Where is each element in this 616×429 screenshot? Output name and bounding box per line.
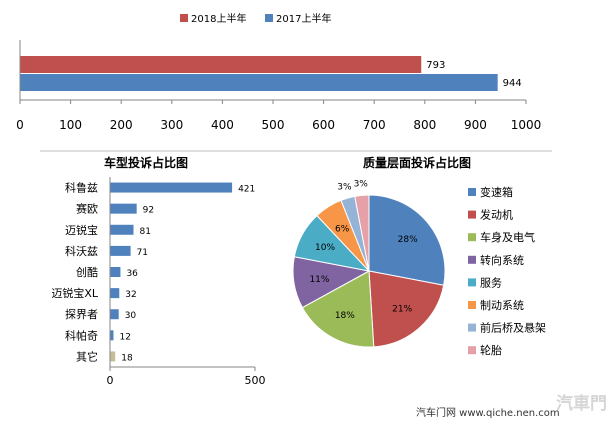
pie-legend-swatch-5 [468, 301, 476, 309]
pie-legend-swatch-3 [468, 255, 476, 264]
car-bar-2 [110, 224, 134, 235]
pie-legend-label-2: 车身及电气 [480, 230, 535, 244]
car-bar-value-6: 30 [125, 311, 137, 321]
car-x-tick-label-0: 0 [107, 374, 114, 387]
car-bar-value-4: 36 [126, 269, 138, 279]
car-chart-title: 车型投诉占比图 [104, 155, 188, 170]
legend-label-0: 2018上半年 [191, 12, 246, 25]
watermark-site-text: 汽车门网 www.qiche.nen.com [416, 408, 560, 419]
x-tick-label-0: 0 [16, 118, 24, 132]
pie-legend-label-4: 服务 [480, 276, 502, 289]
x-tick-label-3: 300 [160, 118, 183, 132]
pie-slice-label-5: 6% [335, 225, 350, 235]
car-bar-value-0: 421 [238, 185, 255, 195]
pie-slice-label-7: 3% [354, 179, 369, 189]
pie-legend-swatch-6 [468, 323, 476, 332]
pie-slice-0 [368, 194, 446, 286]
pie-legend-label-0: 变速箱 [480, 185, 513, 199]
car-category-label-0: 科鲁兹 [65, 181, 98, 195]
car-bar-1 [110, 203, 137, 214]
car-bar-3 [110, 245, 131, 256]
x-tick-label-5: 500 [262, 118, 285, 132]
pie-slice-label-3: 11% [309, 275, 329, 285]
top-bar-chart: 2018上半年 2017上半年 793 944 0 100 200 300 400 500 600 7… [16, 12, 541, 132]
x-tick-label-2: 200 [110, 118, 133, 132]
pie-legend-swatch-7 [468, 346, 476, 355]
watermark-logo: 汽車門 [556, 394, 607, 414]
car-bar-7 [110, 330, 114, 341]
car-category-label-8: 其它 [76, 349, 98, 363]
legend-swatch-0 [180, 14, 188, 22]
car-category-label-2: 迈锐宝 [65, 223, 98, 237]
pie-legend-label-1: 发动机 [480, 208, 513, 222]
car-bar-0 [110, 182, 233, 193]
car-bar-value-3: 71 [137, 248, 148, 258]
legend-swatch-1 [265, 14, 273, 22]
car-bar-value-8: 18 [121, 353, 133, 363]
car-category-label-4: 创酷 [76, 266, 98, 279]
car-category-label-6: 探界者 [65, 308, 98, 321]
pie-chart-title: 质量层面投诉占比图 [363, 155, 471, 170]
pie-legend-swatch-4 [468, 278, 476, 287]
x-tick-label-4: 400 [211, 118, 234, 132]
x-tick-label-1: 100 [59, 118, 82, 132]
x-tick-label-6: 600 [312, 118, 335, 132]
pie-legend-label-3: 转向系统 [480, 253, 524, 267]
bar-value-label-1: 944 [503, 78, 522, 89]
car-bar-value-7: 12 [119, 332, 130, 342]
x-tick-label-10: 1000 [511, 118, 542, 132]
bar-0 [20, 56, 422, 73]
pie-legend-swatch-1 [468, 210, 476, 219]
legend-label-1: 2017上半年 [276, 12, 331, 25]
pie-slice-label-0: 28% [398, 235, 418, 245]
pie-slice-2 [301, 270, 375, 348]
pie-slice-label-6: 3% [337, 182, 352, 192]
pie-slice-7 [354, 194, 370, 272]
pie-legend-swatch-2 [468, 233, 476, 242]
pie-slice-label-1: 21% [392, 305, 412, 315]
pie-slice-label-4: 10% [315, 243, 335, 253]
car-bar-value-1: 92 [143, 206, 154, 216]
car-bar-6 [110, 309, 119, 320]
bar-1 [20, 74, 498, 91]
car-bar-8 [110, 351, 116, 362]
pie-legend-label-5: 制动系统 [480, 299, 524, 312]
car-bar-5 [110, 288, 120, 299]
quality-pie-chart: 质量层面投诉占比图 28% 21% 18% 11% 10%6% 3% 3% 变速箱发动机车身及电… [292, 155, 546, 357]
pie-legend-swatch-0 [468, 188, 476, 196]
pie-slice-label-2: 18% [335, 311, 355, 321]
car-bar-value-2: 81 [139, 227, 150, 237]
pie-legend-label-6: 前后桥及悬架 [480, 321, 546, 335]
car-x-tick-label-1: 500 [245, 374, 266, 387]
pie-legend-label-7: 轮胎 [480, 343, 502, 357]
car-category-label-7: 科帕奇 [65, 328, 98, 342]
x-tick-label-7: 700 [363, 118, 386, 132]
car-category-label-1: 赛欧 [76, 202, 98, 216]
car-bar-4 [110, 267, 121, 277]
car-category-label-3: 科沃兹 [65, 244, 98, 258]
x-tick-label-8: 800 [413, 118, 436, 132]
pie-slice-1 [368, 270, 445, 348]
car-category-label-5: 迈锐宝XL [51, 286, 99, 300]
x-tick-label-9: 900 [464, 118, 487, 132]
bar-value-label-0: 793 [426, 60, 445, 71]
car-bar-value-5: 32 [125, 290, 136, 300]
